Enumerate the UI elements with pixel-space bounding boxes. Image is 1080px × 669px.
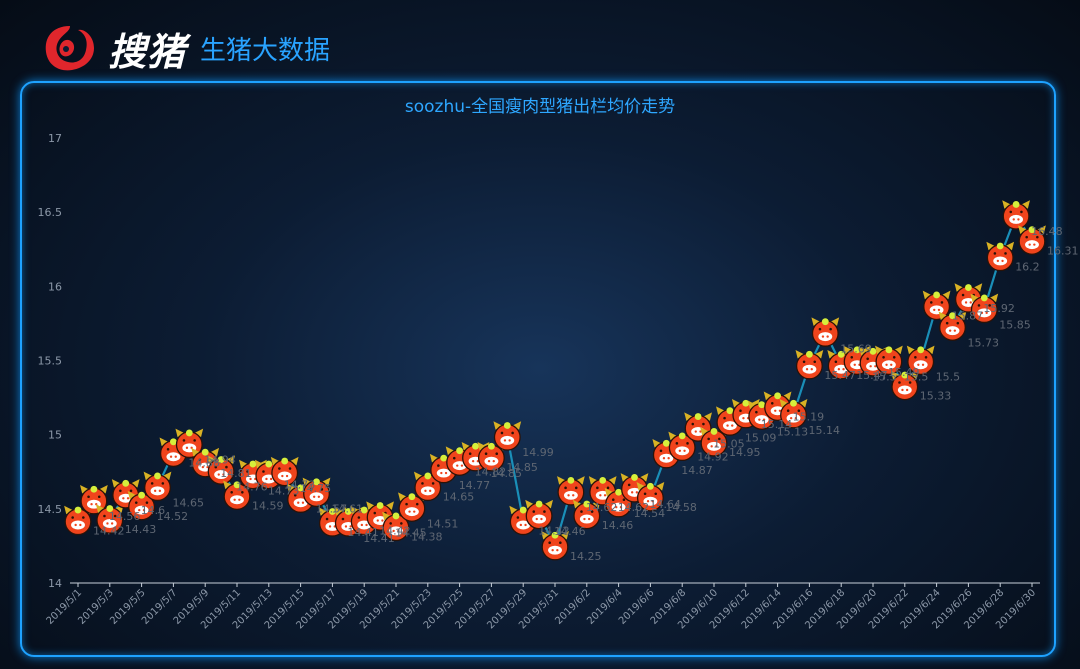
data-label: 14.43 <box>125 523 157 536</box>
y-tick-label: 16 <box>48 280 62 293</box>
data-label: 14.73 <box>268 485 300 498</box>
y-tick-label: 15.5 <box>38 355 63 368</box>
pig-head-icon <box>142 471 173 502</box>
data-label: 14.25 <box>570 550 602 563</box>
pig-head-icon <box>810 316 840 347</box>
x-axis-ticks: 2019/5/12019/5/32019/5/52019/5/72019/5/9… <box>45 583 1038 631</box>
data-label: 14.54 <box>634 507 666 520</box>
pig-head-icon <box>985 241 1015 272</box>
y-tick-label: 17 <box>48 132 62 145</box>
data-label: 15.5 <box>872 371 897 384</box>
data-label: 14.65 <box>173 497 205 510</box>
data-label: 16.31 <box>1047 244 1079 257</box>
data-label: 14.73 <box>284 479 316 492</box>
data-label: 14.95 <box>729 446 761 459</box>
data-label: 15.49 <box>888 366 920 379</box>
data-label: 14.41 <box>363 532 395 545</box>
data-label: 15.69 <box>840 342 872 355</box>
y-tick-label: 14 <box>48 577 62 590</box>
pig-head-icon <box>556 475 586 506</box>
data-label: 14.6 <box>141 504 166 517</box>
data-label: 15.14 <box>809 424 841 437</box>
data-label: 15.47 <box>856 369 888 382</box>
data-label: 15.73 <box>968 336 1000 349</box>
brand-header: 搜猪 生猪大数据 <box>38 18 330 78</box>
data-label: 14.65 <box>443 491 475 504</box>
data-label: 14.58 <box>665 501 697 514</box>
data-label: 15.14 <box>761 418 793 431</box>
data-label: 14.38 <box>411 531 443 544</box>
data-label: 14.45 <box>395 526 427 539</box>
chart-panel <box>20 81 1056 657</box>
y-tick-label: 15 <box>48 429 62 442</box>
y-axis-ticks: 14 14.5 15 15.5 16 16.5 17 <box>38 132 63 590</box>
brand-logo-icon <box>45 26 94 71</box>
price-data-labels: 14.4214.5614.4314.614.5214.6514.8814.941… <box>93 225 1079 563</box>
data-label: 14.85 <box>491 467 523 480</box>
data-label: 16.2 <box>1015 261 1039 274</box>
data-label: 14.94 <box>204 454 236 467</box>
data-label: 15.92 <box>983 302 1015 315</box>
data-label: 14.64 <box>650 498 682 511</box>
data-label: 14.62 <box>586 501 618 514</box>
data-label: 14.59 <box>252 499 284 512</box>
data-label: 14.46 <box>554 525 586 538</box>
data-label: 14.76 <box>236 480 268 493</box>
y-tick-label: 14.5 <box>38 503 63 516</box>
price-markers <box>63 199 1047 561</box>
data-label: 14.57 <box>316 502 348 515</box>
data-label: 14.81 <box>220 467 252 480</box>
data-label: 14.42 <box>538 525 570 538</box>
data-label: 14.87 <box>681 464 713 477</box>
data-label: 15.19 <box>793 410 825 423</box>
data-label: 15.09 <box>745 431 777 444</box>
data-label: 14.41 <box>347 526 379 539</box>
data-label: 14.77 <box>459 479 491 492</box>
data-label: 14.85 <box>506 461 538 474</box>
chart-title: soozhu-全国瘦肉型猪出栏均价走势 <box>404 97 676 117</box>
data-label: 14.88 <box>188 456 220 469</box>
data-label: 14.75 <box>300 482 332 495</box>
pig-head-icon <box>492 420 522 451</box>
y-tick-label: 16.5 <box>38 206 63 219</box>
data-label: 14.42 <box>379 525 411 538</box>
brand-tagline: 生猪大数据 <box>200 35 331 66</box>
data-label: 15.5 <box>904 371 929 384</box>
brand-name: 搜猪 <box>108 28 187 74</box>
pig-head-icon <box>922 290 952 321</box>
data-label: 15.13 <box>777 425 809 438</box>
data-label: 14.42 <box>93 525 125 538</box>
data-label: 14.61 <box>332 503 364 516</box>
pig-head-icon <box>794 349 824 380</box>
data-label: 14.99 <box>522 446 554 459</box>
data-label: 14.52 <box>157 510 189 523</box>
data-label: 14.46 <box>602 519 634 532</box>
pig-head-icon <box>1001 199 1031 230</box>
data-label: 14.62 <box>618 501 650 514</box>
data-label: 16.48 <box>1031 225 1063 238</box>
data-label: 15.33 <box>920 390 952 403</box>
data-label: 15.47 <box>824 369 856 382</box>
data-label: 14.51 <box>427 517 459 530</box>
data-label: 15.05 <box>713 437 745 450</box>
data-label: 14.82 <box>475 465 507 478</box>
data-label: 15.5 <box>936 371 961 384</box>
data-label: 15.85 <box>999 319 1031 332</box>
data-label: 15.87 <box>952 310 984 323</box>
data-label: 14.56 <box>109 510 140 523</box>
data-label: 14.92 <box>697 451 729 464</box>
